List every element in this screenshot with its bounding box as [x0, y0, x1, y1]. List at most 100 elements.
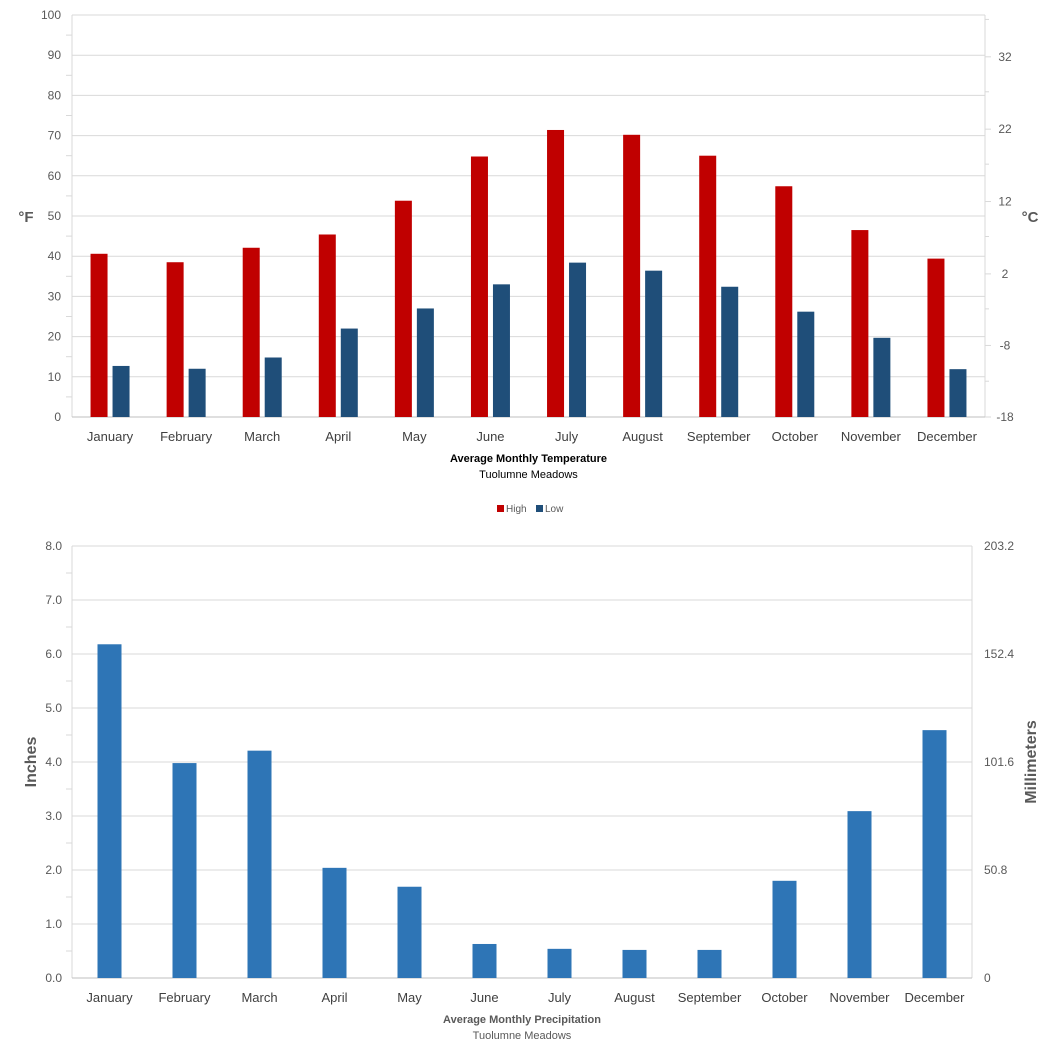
bar-precip-august [622, 949, 647, 978]
x-tick-label: June [476, 429, 504, 444]
bar-precip-december [922, 730, 947, 978]
x-tick-label: December [917, 429, 978, 444]
y2-tick-label: -8 [1000, 338, 1011, 352]
bar-precip-march [247, 750, 272, 978]
x-tick-label: April [321, 990, 347, 1005]
bar-low-november [873, 337, 891, 417]
y-tick-label: 6.0 [45, 647, 62, 661]
bar-precip-april [322, 867, 347, 978]
y-tick-label: 70 [48, 129, 62, 143]
bar-high-september [699, 155, 717, 417]
y2-tick-label: 12 [998, 195, 1012, 209]
chart-title: Average Monthly Temperature [450, 453, 607, 465]
bar-high-february [166, 262, 184, 417]
y-tick-label: 1.0 [45, 917, 62, 931]
x-tick-label: July [555, 429, 579, 444]
y-axis-title: Inches [23, 737, 40, 788]
bar-high-april [318, 234, 336, 417]
x-tick-label: November [841, 429, 902, 444]
bar-low-april [340, 328, 358, 417]
y2-tick-label: 32 [998, 50, 1012, 64]
y2-tick-label: -18 [996, 410, 1014, 424]
legend-swatch-low [536, 505, 543, 512]
x-tick-label: April [325, 429, 351, 444]
y-tick-label: 8.0 [45, 539, 62, 553]
x-tick-label: January [87, 429, 134, 444]
y2-tick-label: 0 [984, 971, 991, 985]
bar-precip-june [472, 943, 497, 978]
x-tick-label: December [905, 990, 966, 1005]
y-tick-label: 40 [48, 249, 62, 263]
x-tick-label: March [244, 429, 280, 444]
bar-high-november [851, 230, 869, 417]
y2-axis-title: °C [1022, 209, 1039, 226]
x-tick-label: June [470, 990, 498, 1005]
y-tick-label: 7.0 [45, 593, 62, 607]
bar-low-december [949, 369, 967, 417]
bar-low-february [188, 368, 206, 417]
y-tick-label: 20 [48, 330, 62, 344]
y-tick-label: 60 [48, 169, 62, 183]
y-tick-label: 2.0 [45, 863, 62, 877]
bar-high-may [394, 200, 412, 417]
bar-precip-september [697, 949, 722, 978]
y-tick-label: 5.0 [45, 701, 62, 715]
chart-subtitle: Tuolumne Meadows [479, 469, 578, 481]
bar-precip-january [97, 644, 122, 978]
y-tick-label: 10 [48, 370, 62, 384]
bar-precip-july [547, 948, 572, 978]
x-tick-label: February [160, 429, 213, 444]
y-tick-label: 0.0 [45, 971, 62, 985]
bar-low-march [264, 357, 282, 417]
bar-high-december [927, 258, 945, 417]
legend-swatch-high [497, 505, 504, 512]
bar-low-may [416, 308, 434, 417]
x-tick-label: March [241, 990, 277, 1005]
y-tick-label: 4.0 [45, 755, 62, 769]
x-tick-label: October [761, 990, 808, 1005]
legend-label-low: Low [545, 504, 564, 515]
bar-precip-october [772, 880, 797, 978]
x-tick-label: May [402, 429, 427, 444]
bar-high-june [470, 156, 488, 417]
y-tick-label: 0 [54, 410, 61, 424]
y2-tick-label: 50.8 [984, 863, 1008, 877]
y-tick-label: 30 [48, 289, 62, 303]
legend-label-high: High [506, 504, 527, 515]
y2-tick-label: 2 [1002, 267, 1009, 281]
y2-tick-label: 22 [998, 122, 1012, 136]
chart-title: Average Monthly Precipitation [443, 1014, 601, 1026]
bar-high-march [242, 247, 260, 417]
y-tick-label: 50 [48, 209, 62, 223]
x-tick-label: November [830, 990, 891, 1005]
x-tick-label: February [158, 990, 211, 1005]
x-tick-label: May [397, 990, 422, 1005]
x-tick-label: September [678, 990, 742, 1005]
bar-low-august [645, 270, 663, 417]
x-tick-label: August [622, 429, 663, 444]
x-tick-label: January [86, 990, 133, 1005]
y-tick-label: 80 [48, 88, 62, 102]
y-tick-label: 100 [41, 8, 61, 22]
x-tick-label: October [772, 429, 819, 444]
bar-low-june [492, 284, 510, 417]
bar-high-january [90, 253, 108, 417]
bar-high-july [547, 129, 565, 418]
bar-low-january [112, 365, 130, 417]
bar-low-september [721, 286, 739, 417]
bar-precip-november [847, 811, 872, 978]
bar-high-august [623, 134, 641, 417]
x-tick-label: July [548, 990, 572, 1005]
x-tick-label: August [614, 990, 655, 1005]
bar-high-october [775, 186, 793, 417]
y-tick-label: 3.0 [45, 809, 62, 823]
bar-precip-february [172, 763, 197, 978]
y2-tick-label: 101.6 [984, 755, 1014, 769]
y2-axis-title: Millimeters [1023, 720, 1040, 804]
bar-precip-may [397, 886, 422, 978]
bar-low-july [569, 262, 587, 417]
y-tick-label: 90 [48, 48, 62, 62]
x-tick-label: September [687, 429, 751, 444]
y2-tick-label: 203.2 [984, 539, 1014, 553]
